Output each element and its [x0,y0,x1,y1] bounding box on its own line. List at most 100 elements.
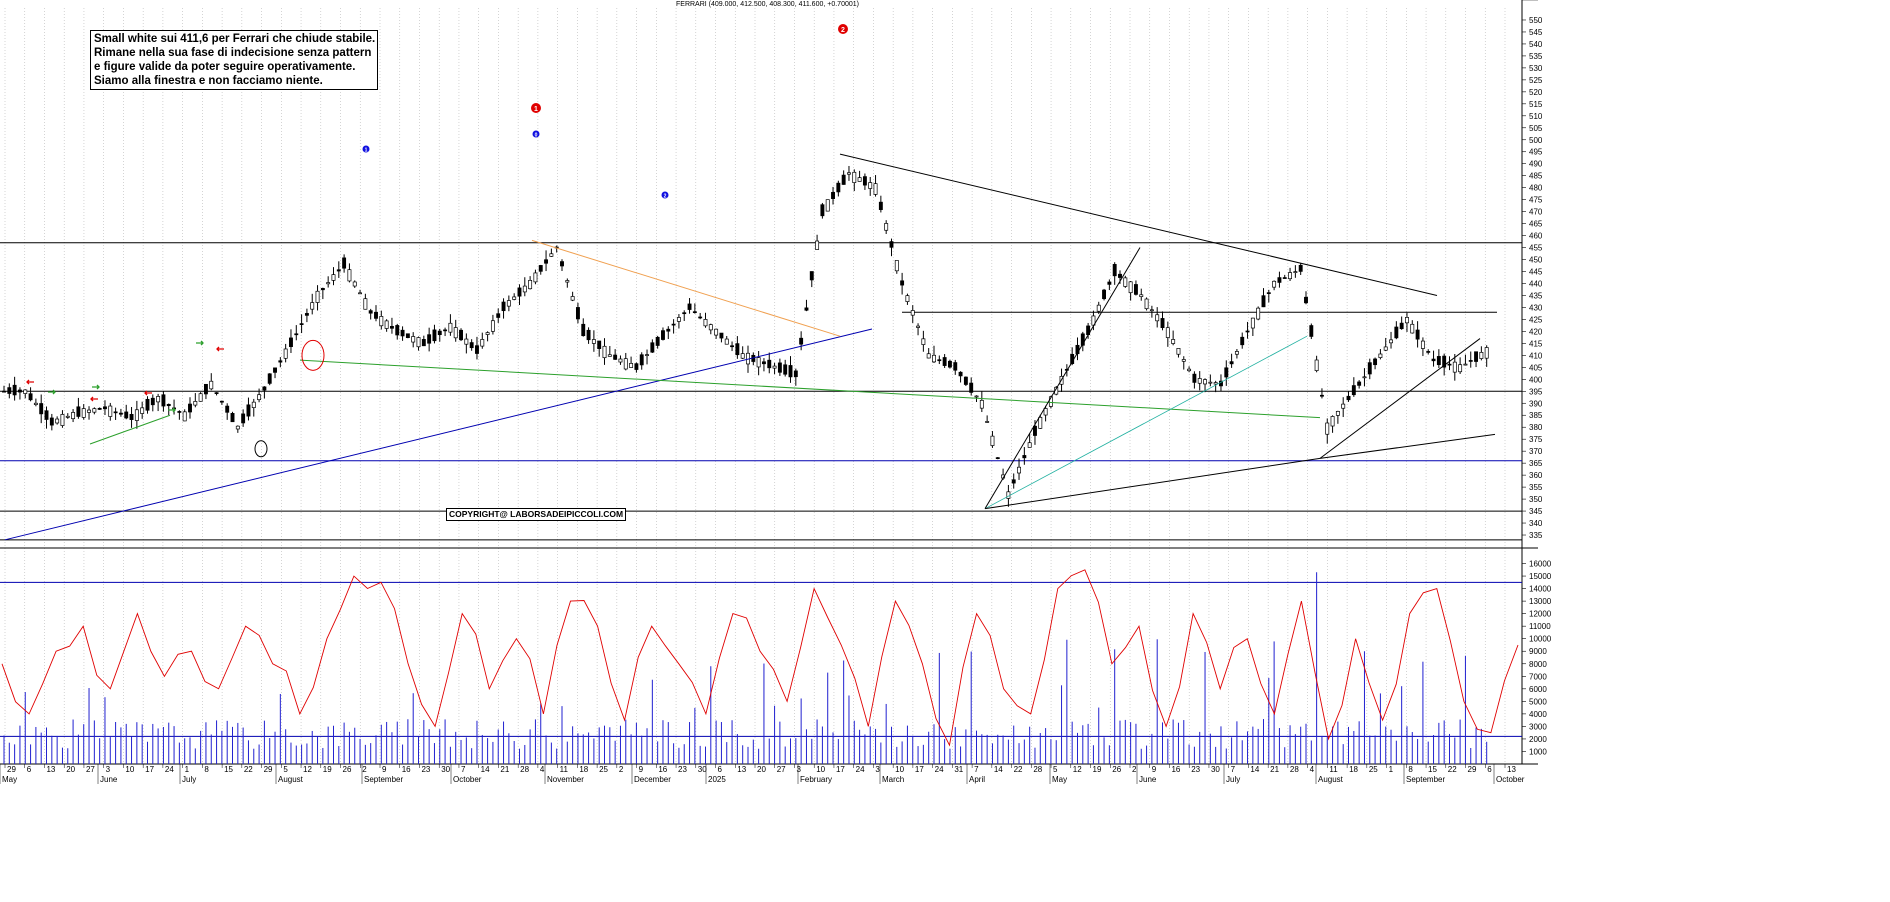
date-tick-label: 31 [954,765,963,774]
candle-body [1346,395,1351,401]
candle-body [1282,277,1287,279]
blue-marker-1-label: 1 [365,148,368,154]
candle-body [76,406,81,417]
date-tick-label: 8 [204,765,209,774]
candle-body [427,334,432,344]
price-tick-label: 340 [1529,519,1543,528]
volume-axis: 1000 2000 3000 4000 5000 6000 7000 8000 9000 1000… [1522,560,1552,756]
candle-body [384,320,389,329]
candle-body [304,313,309,316]
month-label: 2025 [708,775,726,784]
price-tick-label: 410 [1529,351,1543,360]
date-tick-label: 24 [165,765,174,774]
annotation-line-3: e figure valide da poter seguire operati… [94,61,356,73]
candle-body [1080,333,1085,346]
low-circle [254,440,268,458]
price-tick-label: 415 [1529,339,1543,348]
candle-body [379,316,384,327]
candle-body [602,345,607,359]
price-tick-label: 385 [1529,411,1543,420]
candle-body [60,414,65,426]
candle-body [820,204,825,217]
candle-body [108,405,113,417]
candle-body [219,400,224,403]
date-tick-label: 14 [1250,765,1259,774]
candle-body [405,333,410,339]
date-tick-label: 8 [1408,765,1413,774]
candle-body [1096,304,1101,312]
candle-body [1426,351,1431,353]
candle-body [1197,378,1202,384]
candle-body [352,281,357,287]
month-label: June [100,775,118,784]
date-tick-label: 16 [1171,765,1180,774]
candle-body [389,326,394,329]
candle-body [666,328,671,332]
price-tick-label: 400 [1529,375,1543,384]
candle-body [1293,271,1298,273]
candle-body [1229,361,1234,365]
candle-body [177,411,182,413]
candle-body [692,311,697,314]
candle-body [1187,368,1192,372]
date-tick-label: 30 [1211,765,1220,774]
candle-body [469,342,474,349]
price-tick-label: 440 [1529,279,1543,288]
candle-body [788,365,793,378]
oscillator-line [1,569,1519,747]
candle-body [963,376,968,385]
date-tick-label: 29 [7,765,16,774]
candle-body [889,241,894,248]
candle-body [618,358,623,363]
candle-body [1463,363,1468,366]
price-tick-label: 430 [1529,303,1543,312]
buy-arrow [92,384,100,390]
candle-body [1017,466,1021,474]
candle-body [453,327,458,339]
date-tick-label: 7 [461,765,466,774]
price-tick-label: 455 [1529,244,1543,253]
price-tick-label: 345 [1529,507,1543,516]
red-marker-2 [838,24,848,34]
candle-body [730,345,735,348]
blue-marker-1 [362,145,370,153]
candle-body [246,404,251,417]
candle-body [1298,264,1303,272]
candle-body [129,413,134,420]
orange-trendline [531,239,841,337]
price-tick-label: 530 [1529,64,1543,73]
price-tick-label: 550 [1529,16,1543,25]
time-axis: 29 6 13 20 27 3 10 17 24 1 8 15 22 29 5 12 19 26 2 9 16 23 30 7… [0,764,1525,784]
candle-body [166,403,171,407]
date-tick-label: 2 [362,765,367,774]
month-label: May [2,775,17,784]
candle-body [156,396,161,403]
candle-body [182,411,187,422]
candle-body [1277,277,1282,283]
date-tick-label: 29 [1468,765,1477,774]
price-tick-label: 510 [1529,112,1543,121]
candle-body [81,408,86,418]
month-label: July [1226,775,1240,784]
candle-body [118,412,123,415]
candle-body [932,354,936,363]
price-tick-label: 490 [1529,160,1543,169]
volume-tick-label: 4000 [1529,710,1547,719]
candle-body [1436,356,1441,366]
candle-body [490,320,495,332]
buy-arrow [196,340,204,346]
blue-marker-2-label: 2 [664,194,667,200]
candle-body [448,322,453,333]
downtrend-line [839,153,1438,296]
candle-body [1458,364,1463,373]
candle-body [33,402,38,405]
candle-body [740,353,745,359]
date-tick-label: 21 [500,765,509,774]
candle-body [230,413,235,423]
candle-body [97,407,102,410]
volume-tick-label: 15000 [1529,572,1552,581]
date-tick-label: 19 [323,765,332,774]
candle-body [947,360,952,368]
candle-body [65,415,70,418]
